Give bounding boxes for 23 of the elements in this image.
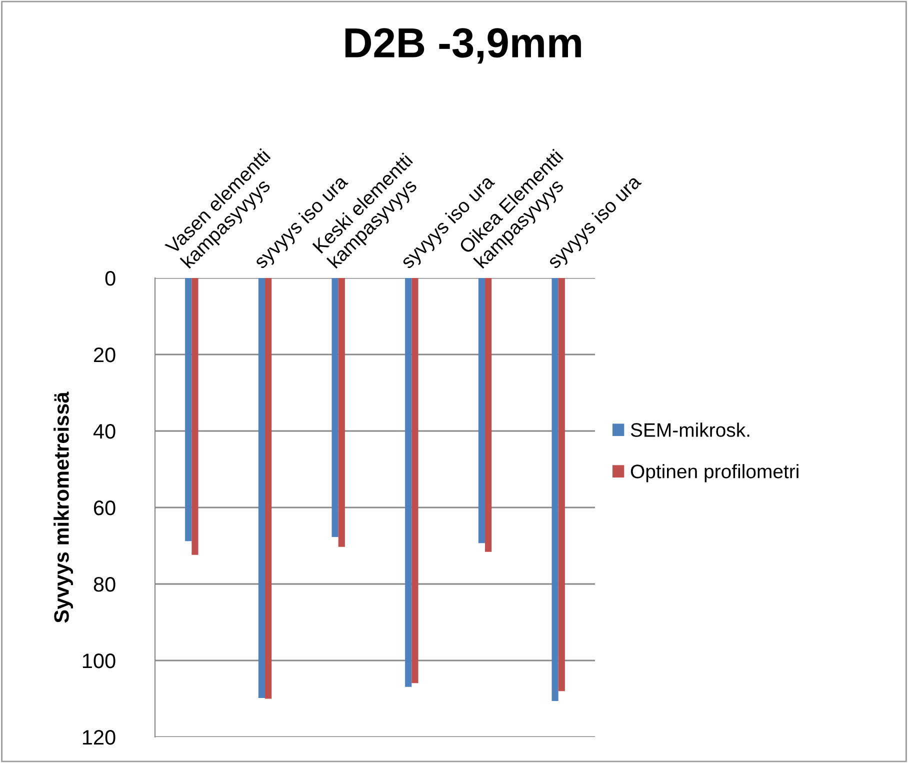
y-axis-title: Syvyys mikrometreissä xyxy=(54,392,74,623)
bar xyxy=(258,278,265,698)
chart-title: D2B -3,9mm xyxy=(345,28,581,64)
bar xyxy=(338,278,345,547)
bar xyxy=(552,278,558,702)
y-tick-label: 120 xyxy=(82,730,116,745)
y-tick-label: 0 xyxy=(105,271,116,286)
bar xyxy=(478,278,485,544)
bar xyxy=(265,278,272,699)
bar xyxy=(558,278,565,692)
bar xyxy=(485,278,492,552)
y-tick-label: 100 xyxy=(82,654,116,668)
bar xyxy=(185,278,192,542)
legend-label: SEM-mikrosk. xyxy=(630,422,750,437)
legend-label: Optinen profilometri xyxy=(630,464,798,482)
y-tick-label: 20 xyxy=(94,348,116,362)
y-tick-label: 60 xyxy=(94,500,116,516)
y-tick-label: 40 xyxy=(93,424,116,439)
y-tick-label: 80 xyxy=(94,577,116,592)
bar xyxy=(332,278,338,537)
bar xyxy=(192,278,198,555)
bar xyxy=(405,278,412,687)
bar xyxy=(412,278,418,684)
